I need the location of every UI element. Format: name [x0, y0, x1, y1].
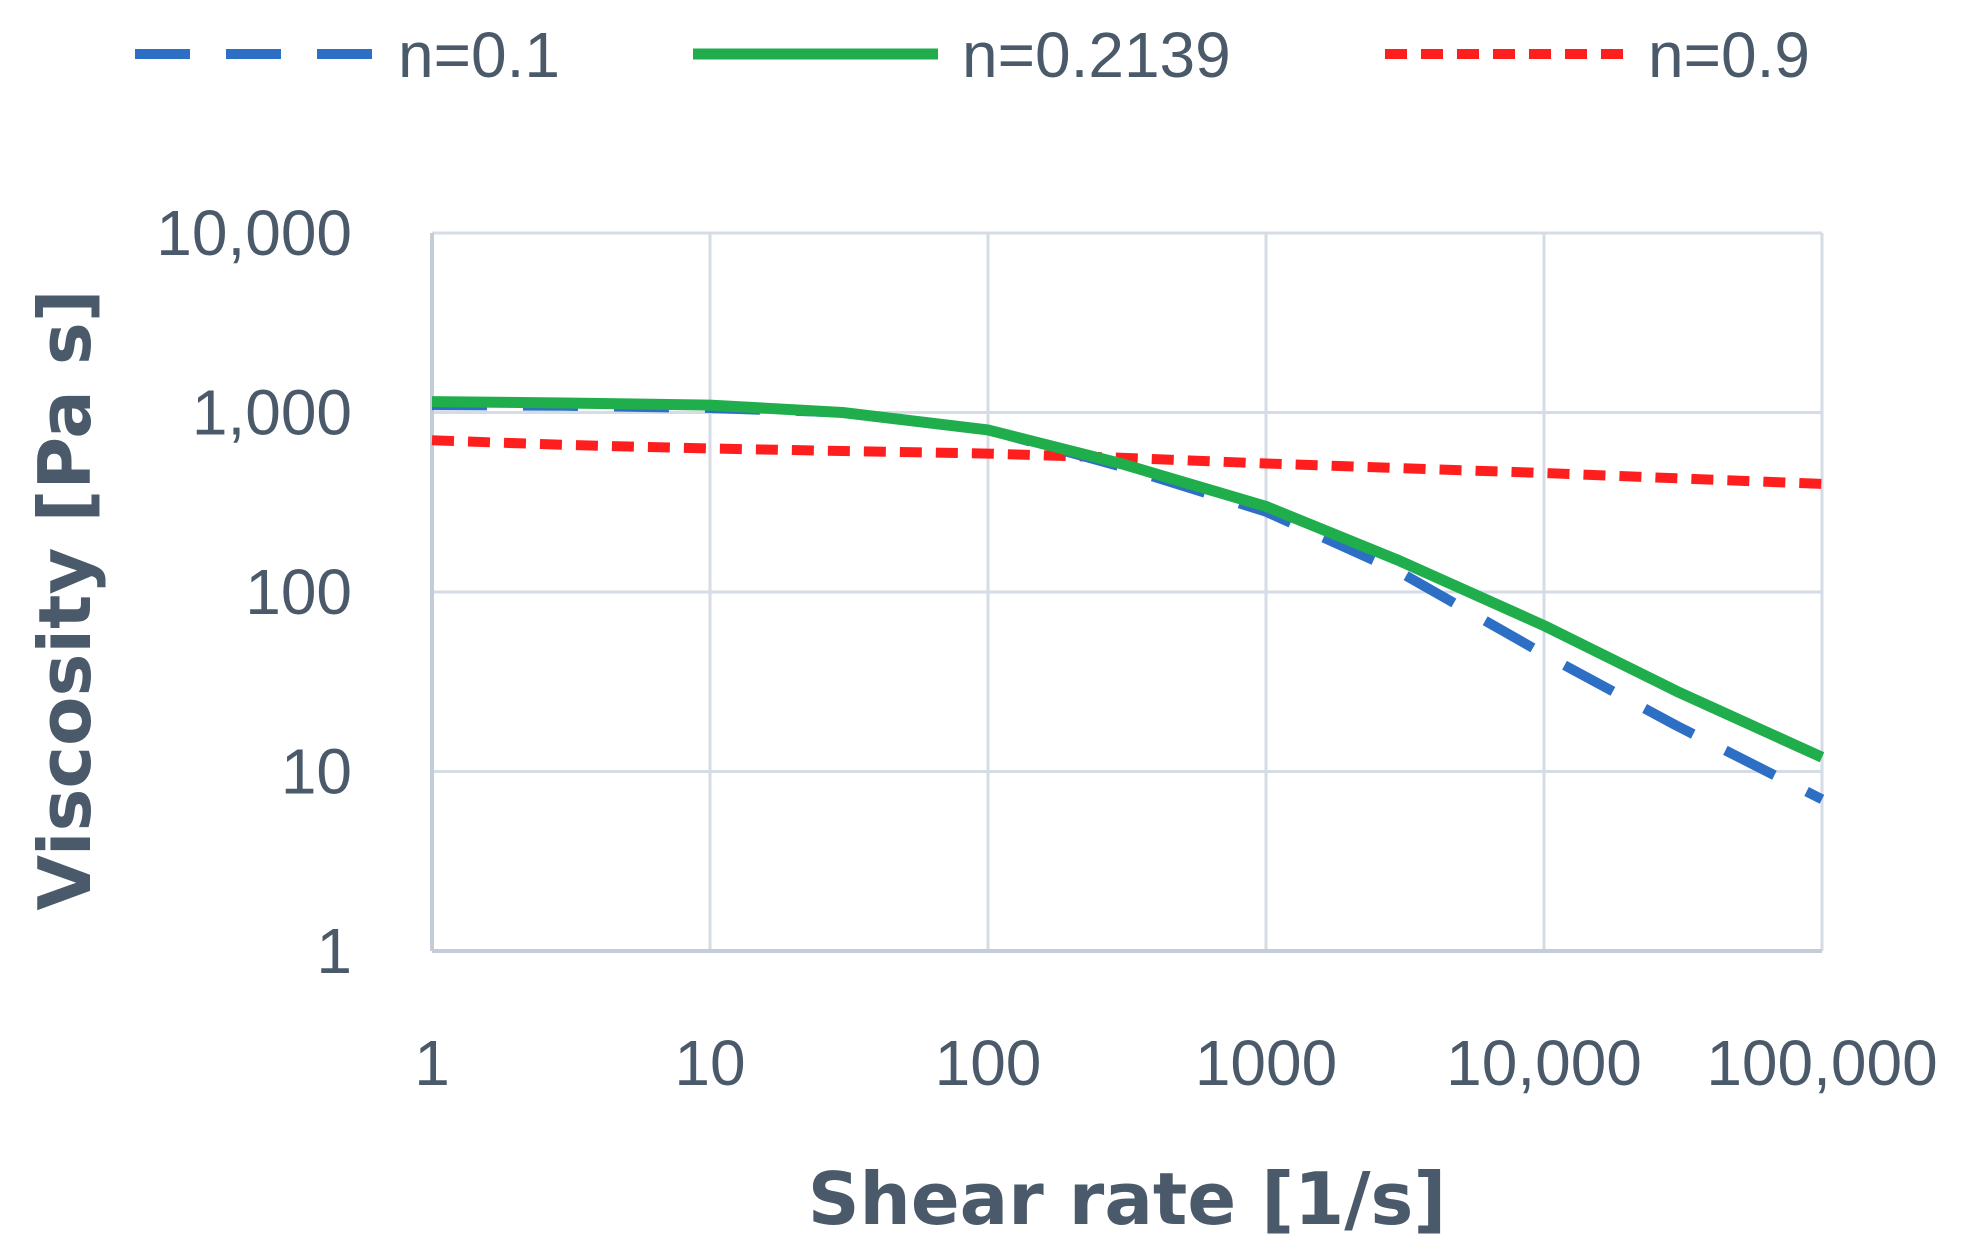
- x-tick-label: 1000: [1195, 1027, 1337, 1099]
- legend-label: n=0.9: [1648, 19, 1810, 91]
- y-tick-label: 10,000: [156, 197, 352, 269]
- y-tick-label: 1: [316, 915, 352, 987]
- y-axis-title: Viscosity [Pa s]: [23, 289, 107, 910]
- legend: n=0.1 n=0.2139 n=0.9: [135, 19, 1810, 91]
- x-tick-label: 10: [674, 1027, 745, 1099]
- grid-lines: [430, 231, 1824, 953]
- legend-label: n=0.2139: [962, 19, 1231, 91]
- series-line-n-0-2139: [431, 396, 1825, 763]
- x-tick-label: 1: [414, 1027, 450, 1099]
- y-tick-label: 1,000: [192, 377, 352, 449]
- x-axis-title: Shear rate [1/s]: [808, 1157, 1447, 1241]
- x-tick-label: 100,000: [1706, 1027, 1937, 1099]
- y-tick-label: 10: [281, 736, 352, 808]
- x-tick-label: 100: [935, 1027, 1042, 1099]
- legend-label: n=0.1: [398, 19, 560, 91]
- tick-labels: 1 10 100 1000 10,000 100,000 1 10 100 1,000 10,000: [156, 197, 1937, 1099]
- series-lines: [431, 396, 1825, 804]
- y-tick-label: 100: [245, 556, 352, 628]
- x-tick-label: 10,000: [1446, 1027, 1642, 1099]
- series-line-n-0-9: [431, 435, 1823, 489]
